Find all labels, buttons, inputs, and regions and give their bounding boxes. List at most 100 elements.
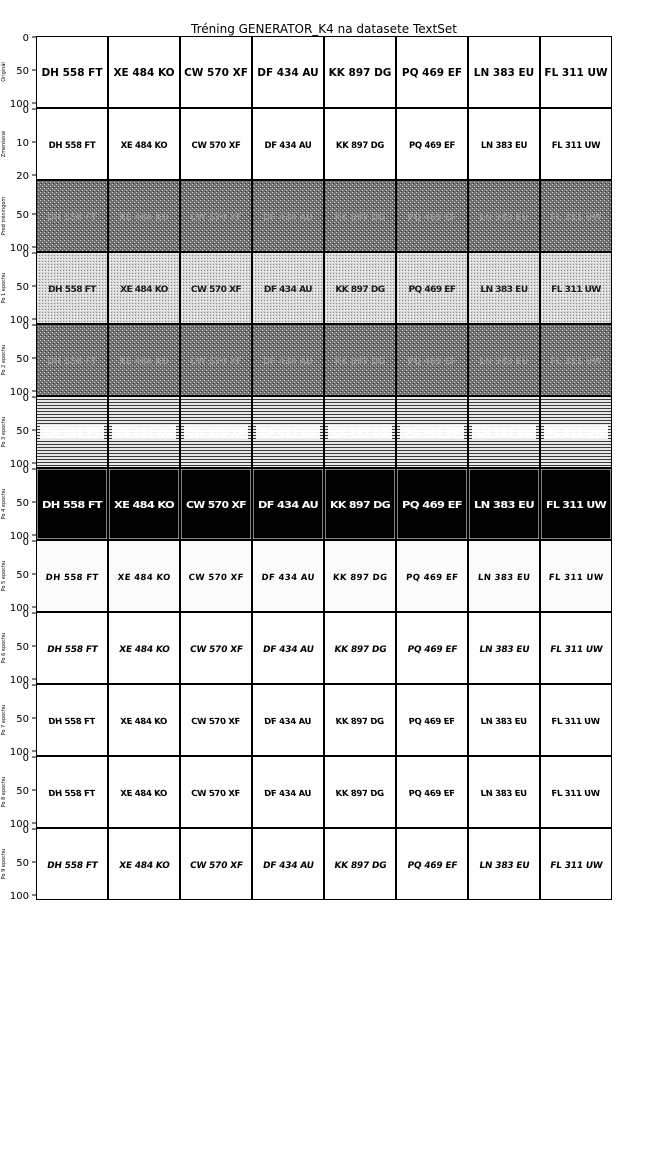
cell-border: [36, 252, 108, 324]
image-cell: FL 311 UW: [540, 108, 612, 180]
image-cell: LN 383 EU: [468, 756, 540, 828]
cell-border: [468, 468, 540, 540]
cell-background: [468, 540, 540, 612]
cell-text: KK 897 DG: [335, 717, 384, 727]
cell-text: FL 311 UW: [551, 285, 601, 295]
cell-border: [108, 252, 180, 324]
cell-border: [540, 396, 612, 468]
cell-background: [36, 324, 108, 396]
cell-background: [252, 612, 324, 684]
cell-border: [36, 396, 108, 468]
cell-border: [180, 108, 252, 180]
cell-background: [396, 612, 468, 684]
cell-border: [468, 684, 540, 756]
cell-border: [396, 252, 468, 324]
grid-row: Pred tréningom 50 100 DH 558 FT XE 484 KO CW …: [0, 180, 612, 254]
y-tick-label: 100: [10, 819, 29, 830]
row-label: Po 9 epochu: [1, 849, 7, 880]
cell-background: [108, 468, 180, 540]
cell-border: [324, 108, 396, 180]
image-cell: PQ 469 EF: [396, 468, 468, 540]
chart-title: Tréning GENERATOR_K4 na datasete TextSet: [190, 22, 457, 36]
cell-text: DF 434 AU: [264, 789, 312, 799]
cell-border: [108, 756, 180, 828]
cell-background: [36, 684, 108, 756]
cell-border: [180, 468, 252, 540]
image-cell: KK 897 DG: [324, 252, 396, 324]
image-cell: FL 311 UW: [540, 828, 612, 900]
cell-text: DH 558 FT: [46, 645, 99, 655]
cell-text: CW 570 XF: [187, 428, 245, 439]
image-cell: PQ 469 EF: [396, 828, 468, 900]
cell-border: [108, 828, 180, 900]
cell-text: CW 570 XF: [192, 141, 241, 151]
cell-background: [324, 324, 396, 396]
image-cell: DH 558 FT: [36, 612, 108, 684]
image-cell: DH 558 FT: [36, 540, 108, 612]
cell-background: [540, 324, 612, 396]
image-cell: DF 434 AU: [252, 108, 324, 180]
cell-border: [468, 828, 540, 900]
cell-text: DH 558 FT: [49, 141, 96, 151]
image-cell: CW 570 XF: [180, 540, 252, 612]
cell-border: [468, 540, 540, 612]
cell-background: [252, 468, 324, 540]
cell-background: [252, 108, 324, 180]
cell-background: [324, 612, 396, 684]
image-cell: PQ 469 EF: [396, 540, 468, 612]
y-tick-label: 0: [23, 393, 29, 404]
cell-text: XE 484 KO: [119, 357, 168, 367]
cell-text: LN 383 EU: [479, 645, 530, 655]
cell-text: DH 558 FT: [48, 717, 96, 727]
image-cell: KK 897 DG: [324, 468, 396, 540]
cell-text: DH 558 FT: [46, 861, 99, 871]
y-tick-label: 50: [16, 498, 29, 509]
cell-background: [36, 36, 108, 108]
y-tick-label: 100: [10, 675, 29, 686]
cell-border: [36, 756, 108, 828]
grid-row: Po 1 epochu 0 50 100 DH 558 FT XE 484 KO CW 57…: [1, 249, 612, 326]
image-cell: XE 484 KO: [108, 468, 180, 540]
cell-text: LN 383 EU: [481, 141, 528, 151]
cell-border: [252, 36, 324, 108]
cell-text: KK 897 DG: [336, 141, 384, 151]
cell-background: [396, 540, 468, 612]
cell-border: [180, 612, 252, 684]
cell-text: PQ 469 EF: [408, 717, 456, 727]
cell-border: [468, 108, 540, 180]
y-tick-label: 100: [10, 603, 29, 614]
y-tick-label: 50: [16, 858, 29, 869]
cell-background: [36, 612, 108, 684]
cell-border: [396, 756, 468, 828]
y-tick-label: 50: [16, 714, 29, 725]
cell-background: [108, 36, 180, 108]
cell-background: [468, 828, 540, 900]
text-highlight: [472, 425, 536, 439]
cell-text: LN 383 EU: [480, 717, 528, 727]
cell-text: CW 570 XF: [189, 861, 243, 871]
cell-border: [540, 756, 612, 828]
y-tick-label: 0: [23, 753, 29, 764]
image-cell: PQ 469 EF: [396, 180, 468, 252]
image-cell: KK 897 DG: [324, 540, 396, 612]
cell-border: [36, 108, 108, 180]
cell-background: [36, 540, 108, 612]
y-tick-label: 0: [23, 33, 29, 44]
image-cell: DF 434 AU: [252, 612, 324, 684]
grid-row: Po 5 epochu 0 50 100 DH 558 FT XE 484 KO CW 57…: [1, 537, 612, 614]
grid-row: Po 2 epochu 0 50 100 DH 558 FT XE 484 KO CW 57…: [1, 321, 612, 398]
image-cell: CW 570 XF: [180, 612, 252, 684]
y-tick-label: 100: [10, 531, 29, 542]
image-cell: CW 570 XF: [180, 756, 252, 828]
image-cell: LN 383 EU: [468, 396, 540, 468]
grid-row: Po 3 epochu 0 50 100 DH 558 FT XE 484 KO CW 57…: [1, 393, 612, 470]
image-cell: FL 311 UW: [540, 756, 612, 828]
image-cell: PQ 469 EF: [396, 36, 468, 108]
cell-border: [252, 324, 324, 396]
image-cell: LN 383 EU: [468, 180, 540, 252]
image-cell: FL 311 UW: [540, 36, 612, 108]
image-cell: CW 570 XF: [180, 468, 252, 540]
image-cell: KK 897 DG: [324, 612, 396, 684]
cell-border: [252, 396, 324, 468]
y-tick-label: 20: [16, 171, 29, 182]
